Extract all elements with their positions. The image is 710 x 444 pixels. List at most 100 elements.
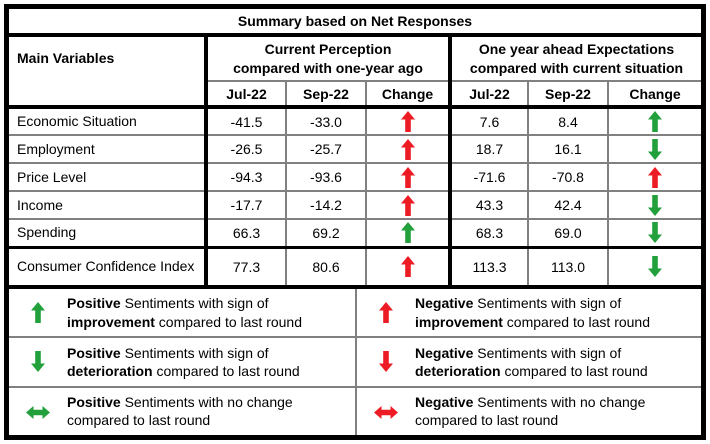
up-arrow-icon — [648, 111, 662, 132]
legend-bold-word: Positive — [67, 394, 121, 411]
col-header-cp-jul22: Jul-22 — [206, 80, 287, 109]
title-row: Summary based on Net Responses — [9, 9, 701, 37]
cp-jul-value: 66.3 — [205, 218, 287, 248]
cp-change-arrow — [373, 111, 442, 132]
ex-sep-value: 42.4 — [527, 190, 609, 220]
legend-text: Negative Sentiments with no change compa… — [415, 393, 649, 429]
legend-arrow — [357, 351, 415, 373]
legend-text: Negative Sentiments with sign of deterio… — [415, 344, 652, 380]
legend-rest-text: Sentiments with no change — [120, 394, 293, 411]
ex-jul-value: 68.3 — [449, 218, 529, 248]
row-label: Spending — [9, 218, 208, 248]
row-label: Price Level — [9, 162, 208, 192]
cp-sep-value: -33.0 — [285, 106, 367, 136]
ex-sep-value: 8.4 — [527, 106, 609, 136]
legend-arrow — [357, 403, 415, 420]
legend-arrow — [9, 403, 67, 420]
legend-rest-text: Sentiments with sign of — [120, 295, 269, 312]
legend-bold-word: Positive — [67, 344, 121, 361]
down-arrow-icon — [648, 138, 662, 160]
table-row: Economic Situation -41.5 -33.0 7.6 8.4 — [9, 106, 701, 136]
legend-bold-word: Positive — [67, 295, 121, 312]
col-header-ex-sep22: Sep-22 — [527, 80, 609, 109]
table-frame: Summary based on Net Responses Main Vari… — [4, 4, 706, 440]
cp-change-arrow — [373, 256, 442, 278]
col-header-cp-sep22: Sep-22 — [285, 80, 367, 109]
ex-sep-value: 113.0 — [527, 245, 609, 289]
cp-sep-value: -25.7 — [285, 134, 367, 164]
cp-jul-value: 77.3 — [205, 245, 287, 289]
cp-change-arrow — [373, 138, 442, 160]
down-arrow-icon — [648, 194, 662, 216]
table-row: Price Level -94.3 -93.6 -71.6 -70.8 — [9, 162, 701, 192]
ex-change-arrow — [615, 256, 695, 278]
down-arrow-icon — [379, 351, 393, 373]
expectations-header: One year ahead Expectations compared wit… — [449, 35, 701, 82]
legend-item: Positive Sentiments with sign of deterio… — [9, 336, 355, 385]
cp-sep-value: -93.6 — [285, 162, 367, 192]
ex-sep-value: -70.8 — [527, 162, 609, 192]
ex-sep-value: 16.1 — [527, 134, 609, 164]
ex-change-arrow — [615, 194, 695, 216]
row-label: Income — [9, 190, 208, 220]
cp-sep-value: 80.6 — [285, 245, 367, 289]
down-arrow-icon — [31, 351, 45, 373]
expectations-line2: compared with current situation — [469, 59, 684, 76]
cp-sep-value: -14.2 — [285, 190, 367, 220]
up-arrow-icon — [400, 166, 415, 188]
table-row: Consumer Confidence Index 77.3 80.6 113.… — [9, 245, 701, 289]
legend-item: Negative Sentiments with sign of deterio… — [355, 336, 701, 386]
legend-rest-text: Sentiments with sign of — [473, 295, 622, 312]
header-group-row: Main Variables Current Perception compar… — [9, 35, 701, 109]
legend-bold-word: Negative — [415, 344, 474, 361]
col-header-cp-change: Change — [365, 80, 452, 109]
up-arrow-icon — [400, 222, 415, 244]
cp-change-arrow — [373, 222, 442, 244]
ex-jul-value: -71.6 — [449, 162, 529, 192]
cp-jul-value: -41.5 — [205, 106, 287, 136]
ex-change-arrow — [615, 222, 695, 244]
table-row: Employment -26.5 -25.7 18.7 16.1 — [9, 134, 701, 164]
legend-text: Negative Sentiments with sign of improve… — [415, 294, 654, 330]
cp-change-arrow — [373, 194, 442, 216]
up-arrow-icon — [400, 111, 415, 132]
cp-jul-value: -94.3 — [205, 162, 287, 192]
legend-item: Negative Sentiments with sign of improve… — [355, 289, 701, 337]
legend-item: Positive Sentiments with sign of improve… — [9, 289, 355, 336]
legend-rest-text: compared to last round — [152, 362, 300, 379]
main-variables-header: Main Variables — [9, 35, 208, 109]
legend-rest-text: compared to last round — [67, 412, 211, 429]
legend-text: Positive Sentiments with no change compa… — [67, 393, 297, 429]
ex-jul-value: 43.3 — [449, 190, 529, 220]
legend-rest-text: compared to last round — [154, 313, 303, 330]
current-perception-line2: compared with one-year ago — [233, 59, 423, 76]
table-row: Income -17.7 -14.2 43.3 42.4 — [9, 190, 701, 220]
down-arrow-icon — [648, 222, 662, 244]
legend-bold-word: deterioration — [415, 362, 501, 379]
col-header-ex-jul22: Jul-22 — [449, 80, 529, 109]
left-right-arrow-icon — [26, 406, 50, 420]
up-arrow-icon — [379, 302, 393, 324]
row-label: Economic Situation — [9, 106, 208, 136]
legend-bold-word: deterioration — [67, 362, 153, 379]
net-responses-table: Summary based on Net Responses Main Vari… — [9, 9, 701, 289]
legend-rest-text: Sentiments with sign of — [120, 344, 269, 361]
ex-sep-value: 69.0 — [527, 218, 609, 248]
legend-text: Positive Sentiments with sign of improve… — [67, 294, 306, 330]
ex-change-arrow — [615, 138, 695, 160]
legend-bold-word: improvement — [415, 313, 503, 330]
header-subrow: Jul-22 Sep-22 Change Jul-22 Sep-22 Chang… — [9, 80, 701, 109]
legend-rest-text: Sentiments with no change — [473, 394, 646, 411]
down-arrow-icon — [648, 256, 662, 278]
legend-arrow — [357, 302, 415, 324]
legend-bold-word: Negative — [415, 394, 474, 411]
expectations-line1: One year ahead Expectations — [478, 40, 675, 57]
up-arrow-icon — [31, 302, 45, 324]
row-label: Employment — [9, 134, 208, 164]
legend-bold-word: improvement — [67, 313, 155, 330]
up-arrow-icon — [648, 166, 662, 188]
ex-jul-value: 7.6 — [449, 106, 529, 136]
legend-bold-word: Negative — [415, 295, 474, 312]
cp-sep-value: 69.2 — [285, 218, 367, 248]
